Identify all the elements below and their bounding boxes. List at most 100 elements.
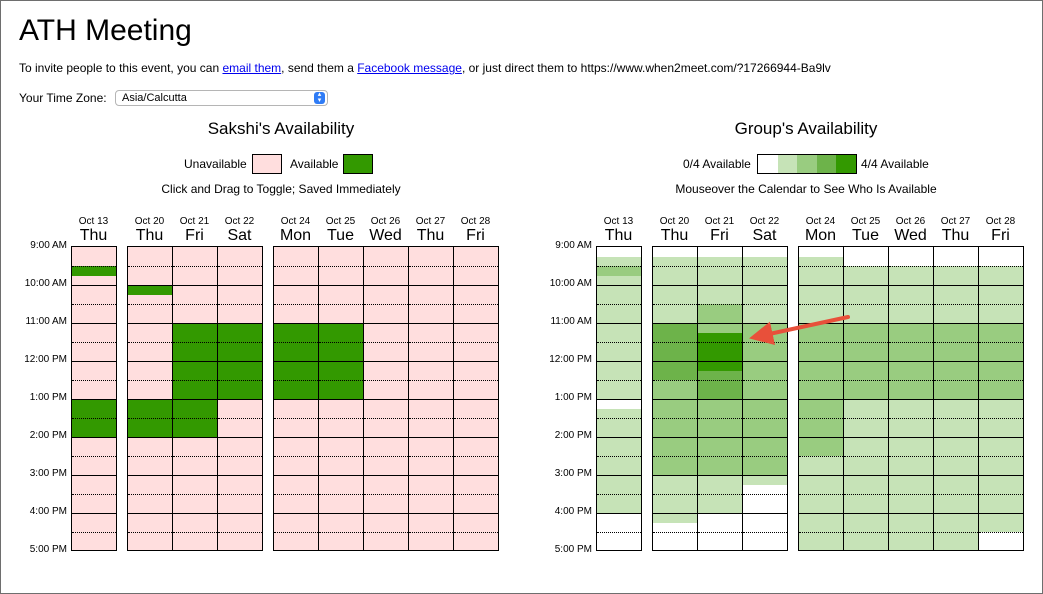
time-slot[interactable] bbox=[364, 447, 408, 457]
time-slot[interactable] bbox=[409, 418, 453, 428]
time-slot[interactable] bbox=[889, 276, 933, 286]
time-slot[interactable] bbox=[128, 390, 172, 400]
day-column[interactable] bbox=[596, 246, 642, 551]
time-slot[interactable] bbox=[454, 504, 498, 514]
time-slot[interactable] bbox=[409, 390, 453, 400]
day-column[interactable] bbox=[408, 246, 454, 551]
time-slot[interactable] bbox=[173, 428, 217, 438]
time-slot[interactable] bbox=[319, 504, 363, 514]
time-slot[interactable] bbox=[934, 456, 978, 466]
time-slot[interactable] bbox=[889, 371, 933, 381]
time-slot[interactable] bbox=[979, 257, 1023, 267]
day-column[interactable] bbox=[843, 246, 889, 551]
time-slot[interactable] bbox=[128, 352, 172, 362]
time-slot[interactable] bbox=[934, 399, 978, 409]
time-slot[interactable] bbox=[799, 247, 843, 257]
time-slot[interactable] bbox=[454, 428, 498, 438]
time-slot[interactable] bbox=[743, 323, 787, 333]
time-slot[interactable] bbox=[844, 466, 888, 476]
time-slot[interactable] bbox=[72, 485, 116, 495]
time-slot[interactable] bbox=[889, 285, 933, 295]
time-slot[interactable] bbox=[364, 513, 408, 523]
time-slot[interactable] bbox=[653, 333, 697, 343]
time-slot[interactable] bbox=[454, 523, 498, 533]
time-slot[interactable] bbox=[743, 371, 787, 381]
time-slot[interactable] bbox=[274, 456, 318, 466]
time-slot[interactable] bbox=[799, 285, 843, 295]
time-slot[interactable] bbox=[698, 371, 742, 381]
time-slot[interactable] bbox=[653, 304, 697, 314]
time-slot[interactable] bbox=[409, 304, 453, 314]
time-slot[interactable] bbox=[799, 304, 843, 314]
time-slot[interactable] bbox=[889, 390, 933, 400]
time-slot[interactable] bbox=[364, 456, 408, 466]
time-slot[interactable] bbox=[454, 513, 498, 523]
time-slot[interactable] bbox=[218, 333, 262, 343]
time-slot[interactable] bbox=[698, 380, 742, 390]
time-slot[interactable] bbox=[653, 485, 697, 495]
time-slot[interactable] bbox=[889, 532, 933, 542]
time-slot[interactable] bbox=[934, 513, 978, 523]
time-slot[interactable] bbox=[889, 342, 933, 352]
time-slot[interactable] bbox=[364, 371, 408, 381]
time-slot[interactable] bbox=[128, 247, 172, 257]
time-slot[interactable] bbox=[218, 361, 262, 371]
time-slot[interactable] bbox=[743, 314, 787, 324]
time-slot[interactable] bbox=[844, 276, 888, 286]
time-slot[interactable] bbox=[218, 371, 262, 381]
time-slot[interactable] bbox=[409, 475, 453, 485]
time-slot[interactable] bbox=[72, 456, 116, 466]
time-slot[interactable] bbox=[799, 447, 843, 457]
time-slot[interactable] bbox=[844, 247, 888, 257]
time-slot[interactable] bbox=[653, 257, 697, 267]
time-slot[interactable] bbox=[409, 542, 453, 552]
time-slot[interactable] bbox=[743, 523, 787, 533]
time-slot[interactable] bbox=[128, 266, 172, 276]
time-slot[interactable] bbox=[934, 447, 978, 457]
time-slot[interactable] bbox=[934, 428, 978, 438]
time-slot[interactable] bbox=[934, 333, 978, 343]
time-slot[interactable] bbox=[934, 285, 978, 295]
time-slot[interactable] bbox=[653, 295, 697, 305]
time-slot[interactable] bbox=[454, 466, 498, 476]
time-slot[interactable] bbox=[409, 323, 453, 333]
time-slot[interactable] bbox=[218, 380, 262, 390]
time-slot[interactable] bbox=[72, 542, 116, 552]
time-slot[interactable] bbox=[173, 314, 217, 324]
time-slot[interactable] bbox=[173, 247, 217, 257]
time-slot[interactable] bbox=[364, 352, 408, 362]
time-slot[interactable] bbox=[364, 380, 408, 390]
time-slot[interactable] bbox=[844, 428, 888, 438]
time-slot[interactable] bbox=[364, 466, 408, 476]
time-slot[interactable] bbox=[597, 447, 641, 457]
time-slot[interactable] bbox=[653, 276, 697, 286]
time-slot[interactable] bbox=[698, 418, 742, 428]
time-slot[interactable] bbox=[319, 494, 363, 504]
time-slot[interactable] bbox=[409, 314, 453, 324]
time-slot[interactable] bbox=[979, 390, 1023, 400]
time-slot[interactable] bbox=[218, 523, 262, 533]
time-slot[interactable] bbox=[72, 333, 116, 343]
time-slot[interactable] bbox=[889, 437, 933, 447]
time-slot[interactable] bbox=[844, 409, 888, 419]
time-slot[interactable] bbox=[698, 523, 742, 533]
time-slot[interactable] bbox=[173, 333, 217, 343]
time-slot[interactable] bbox=[72, 504, 116, 514]
time-slot[interactable] bbox=[454, 380, 498, 390]
time-slot[interactable] bbox=[743, 247, 787, 257]
time-slot[interactable] bbox=[173, 494, 217, 504]
time-slot[interactable] bbox=[698, 456, 742, 466]
time-slot[interactable] bbox=[364, 485, 408, 495]
time-slot[interactable] bbox=[319, 314, 363, 324]
time-slot[interactable] bbox=[934, 304, 978, 314]
time-slot[interactable] bbox=[934, 314, 978, 324]
time-slot[interactable] bbox=[698, 342, 742, 352]
time-slot[interactable] bbox=[319, 371, 363, 381]
time-slot[interactable] bbox=[799, 542, 843, 552]
time-slot[interactable] bbox=[72, 285, 116, 295]
time-slot[interactable] bbox=[454, 437, 498, 447]
time-slot[interactable] bbox=[72, 295, 116, 305]
time-slot[interactable] bbox=[218, 418, 262, 428]
time-slot[interactable] bbox=[173, 285, 217, 295]
time-slot[interactable] bbox=[364, 504, 408, 514]
